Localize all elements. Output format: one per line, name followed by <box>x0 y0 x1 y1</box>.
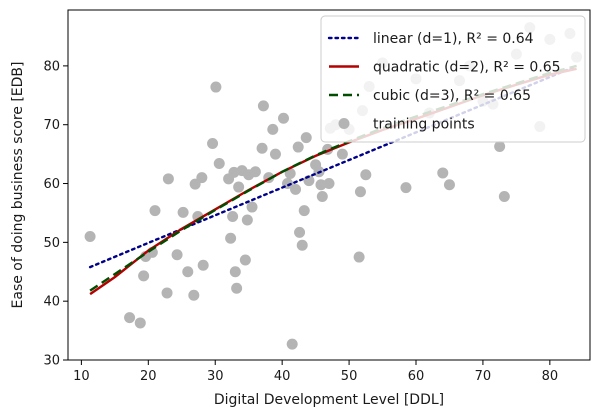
data-point <box>298 205 310 217</box>
data-point <box>84 230 96 242</box>
data-point <box>360 169 372 181</box>
legend-swatch-points <box>338 118 350 129</box>
data-point <box>316 190 328 202</box>
data-point <box>138 270 150 282</box>
data-point <box>177 206 189 218</box>
data-point <box>296 239 308 251</box>
x-tick-label: 20 <box>140 369 157 384</box>
data-point <box>290 183 302 195</box>
fit-line-degree-1 <box>88 64 578 269</box>
data-point <box>231 282 243 294</box>
legend-label-degree-3: cubic (d=3), R² = 0.65 <box>373 88 531 104</box>
y-tick-label: 30 <box>43 354 60 369</box>
y-axis-ticks: 30 40 50 60 70 80 <box>43 59 68 369</box>
data-point <box>277 112 289 124</box>
x-axis-label: Digital Development Level [DDL] <box>214 392 444 408</box>
data-point <box>353 251 365 263</box>
x-tick-label: 10 <box>73 369 90 384</box>
data-point <box>241 214 253 226</box>
y-tick-label: 70 <box>43 118 60 133</box>
data-point <box>354 186 366 198</box>
data-point <box>400 182 412 194</box>
data-point <box>134 317 146 329</box>
data-point <box>269 148 281 160</box>
x-tick-label: 80 <box>542 369 559 384</box>
x-tick-label: 40 <box>274 369 291 384</box>
x-tick-label: 60 <box>408 369 425 384</box>
data-point <box>498 190 510 202</box>
y-tick-label: 60 <box>43 177 60 192</box>
data-point <box>213 158 225 170</box>
data-point <box>249 166 261 178</box>
data-point <box>188 289 200 301</box>
data-point <box>284 168 296 180</box>
data-point <box>323 178 335 190</box>
data-point <box>239 254 251 266</box>
data-point <box>124 312 136 324</box>
data-point <box>286 338 298 350</box>
legend-label-degree-2: quadratic (d=2), R² = 0.65 <box>373 60 561 76</box>
x-tick-label: 70 <box>475 369 492 384</box>
plot-frame <box>67 9 591 361</box>
data-point <box>246 201 258 213</box>
data-point <box>210 81 222 93</box>
data-point <box>315 179 327 191</box>
x-axis-ticks: 10 20 30 40 50 60 70 80 <box>73 360 558 384</box>
data-point <box>292 141 304 153</box>
data-point <box>225 232 237 244</box>
data-point <box>267 123 279 135</box>
data-point <box>161 287 173 299</box>
data-point <box>300 132 312 144</box>
x-tick-label: 30 <box>207 369 224 384</box>
data-point <box>233 181 245 193</box>
data-point <box>197 259 209 271</box>
data-point <box>257 100 269 112</box>
fit-line-degree-3 <box>89 64 577 292</box>
data-point <box>256 142 268 154</box>
data-point <box>443 179 455 191</box>
data-point <box>162 173 174 185</box>
y-tick-label: 80 <box>43 59 60 74</box>
legend-box <box>320 15 586 143</box>
x-tick-label: 50 <box>341 369 358 384</box>
legend-label-points: training points <box>373 117 475 133</box>
data-point <box>294 226 306 238</box>
legend: linear (d=1), R² = 0.64 quadratic (d=2), … <box>320 15 586 143</box>
data-point <box>437 167 449 179</box>
data-point <box>336 148 348 160</box>
data-point <box>227 210 239 222</box>
data-point <box>182 266 194 278</box>
data-point <box>149 205 161 217</box>
data-point <box>171 249 183 261</box>
y-tick-label: 50 <box>43 236 60 251</box>
y-axis-label: Ease of doing business score [EDB] <box>10 62 26 309</box>
data-point <box>196 172 208 184</box>
y-tick-label: 40 <box>43 295 60 310</box>
data-point <box>494 140 506 152</box>
data-point <box>229 266 241 278</box>
legend-label-degree-1: linear (d=1), R² = 0.64 <box>373 31 534 47</box>
data-point <box>207 138 219 150</box>
